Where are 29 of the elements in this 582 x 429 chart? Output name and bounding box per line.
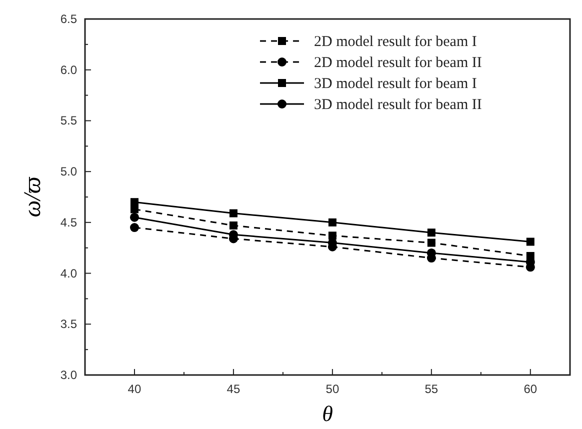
- legend-label: 2D model result for beam II: [314, 55, 482, 71]
- x-tick-label: 55: [424, 382, 438, 396]
- y-tick-label: 5.0: [60, 164, 78, 179]
- x-tick-label: 50: [326, 382, 340, 396]
- legend-label: 2D model result for beam I: [314, 34, 477, 50]
- point: [229, 209, 238, 218]
- point: [526, 238, 534, 246]
- y-tick-label: 6.5: [60, 12, 78, 26]
- point: [130, 223, 139, 232]
- x-axis-title: θ: [322, 401, 334, 426]
- point: [328, 232, 336, 240]
- legend-label: 3D model result for beam II: [314, 97, 482, 113]
- y-tick-label: 4.0: [60, 266, 78, 280]
- y-axis-title: ω/ϖ: [20, 176, 46, 218]
- y-tick-label: 5.5: [60, 114, 78, 128]
- y-tick-label: 6.0: [60, 62, 78, 77]
- point: [427, 228, 436, 237]
- point: [229, 221, 238, 230]
- y-tick-label: 3.0: [60, 368, 78, 382]
- x-tick-label: 45: [226, 382, 240, 396]
- y-tick-label: 4.5: [60, 215, 78, 230]
- y-tick-label: 3.5: [60, 317, 78, 332]
- x-tick-label: 60: [524, 382, 538, 396]
- point: [427, 238, 436, 247]
- point: [130, 198, 138, 206]
- legend-label: 3D model result for beam I: [314, 76, 477, 92]
- point: [328, 218, 336, 226]
- point: [130, 212, 139, 222]
- x-tick-label: 40: [128, 382, 142, 396]
